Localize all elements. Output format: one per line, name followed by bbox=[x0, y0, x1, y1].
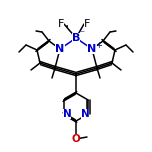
Text: F: F bbox=[58, 19, 64, 29]
Text: .: . bbox=[65, 16, 69, 30]
Text: N: N bbox=[81, 109, 90, 119]
Text: ⁻: ⁻ bbox=[79, 29, 85, 39]
Text: B: B bbox=[72, 33, 80, 43]
Text: N: N bbox=[87, 44, 97, 54]
Text: O: O bbox=[72, 134, 80, 144]
Text: F: F bbox=[84, 19, 90, 29]
Text: N: N bbox=[62, 109, 71, 119]
Text: N: N bbox=[55, 44, 65, 54]
Text: +: + bbox=[96, 40, 102, 50]
